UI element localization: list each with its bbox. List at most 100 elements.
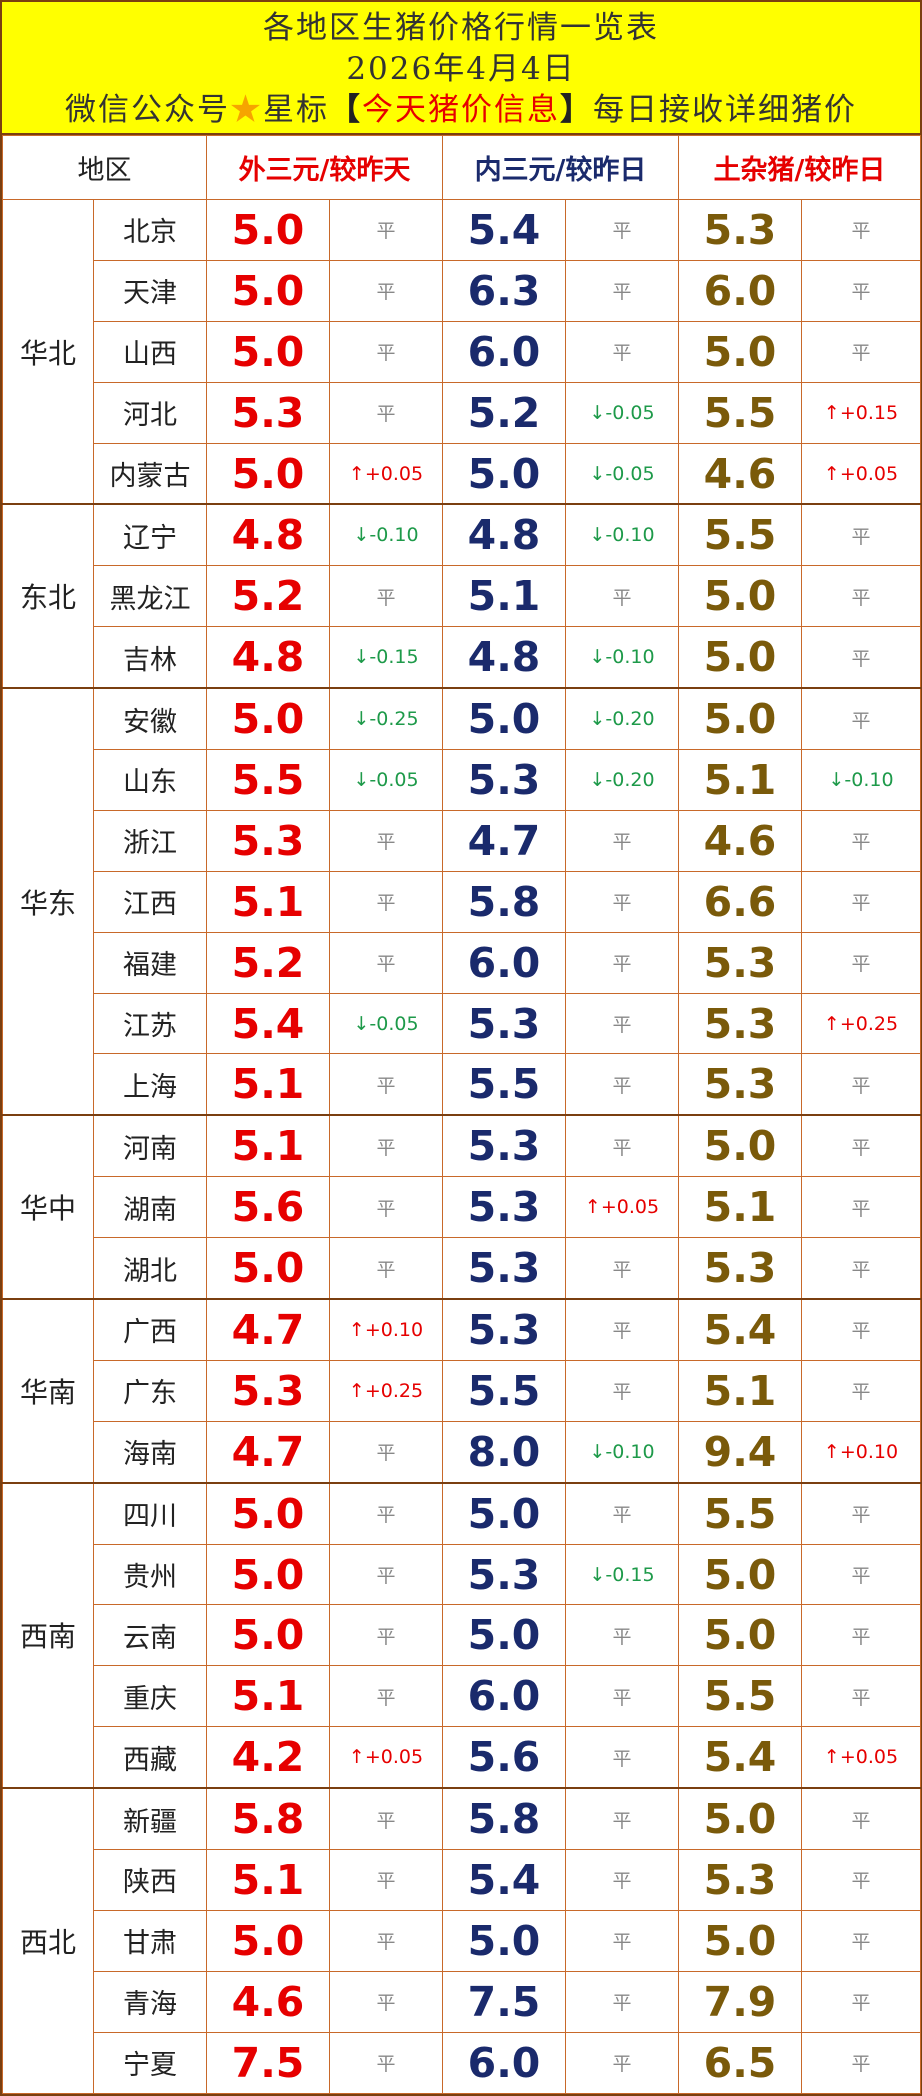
outer-price-cell: 5.0	[206, 1237, 330, 1300]
outer-price-cell: 5.3	[206, 809, 330, 872]
inner-change-cell: 平	[565, 1481, 679, 1545]
table-row: 内蒙古 5.0 ↑+0.05 5.0 ↓-0.05 4.6 ↑+0.05	[3, 442, 921, 505]
inner-price-cell: 5.1	[442, 565, 566, 628]
table-row: 西南 四川 5.0 平 5.0 平 5.5 平	[2, 1481, 921, 1789]
table-row: 宁夏 7.5 平 6.0 平 6.5 平	[3, 2031, 921, 2094]
province-cell: 浙江	[93, 809, 207, 872]
province-cell: 广西	[93, 1298, 207, 1361]
inner-change-cell: 平	[565, 1665, 679, 1728]
local-price-cell: 5.3	[678, 1237, 802, 1300]
inner-change-cell: 平	[565, 1726, 679, 1789]
outer-price-cell: 4.2	[206, 1726, 330, 1789]
outer-price-cell: 5.5	[206, 749, 330, 811]
outer-price-cell: 5.0	[206, 259, 330, 322]
inner-price-cell: 5.5	[442, 1359, 566, 1422]
inner-price-cell: 8.0	[442, 1420, 566, 1484]
province-cell: 天津	[93, 259, 207, 322]
province-cell: 新疆	[93, 1787, 207, 1851]
inner-price-cell: 5.3	[442, 992, 566, 1055]
table-row: 浙江 5.3 平 4.7 平 4.6 平	[3, 809, 921, 872]
local-price-cell: 5.1	[678, 1359, 802, 1422]
inner-change-cell: 平	[565, 809, 679, 872]
table-row: 华南 广西 4.7 ↑+0.10 5.3 平 5.4 平	[2, 1298, 921, 1484]
public-account-name: 今天猪价信息	[362, 92, 560, 128]
outer-change-cell: 平	[329, 1420, 443, 1484]
local-change-cell: 平	[801, 1114, 921, 1178]
inner-price-cell: 6.0	[442, 2031, 566, 2094]
province-cell: 北京	[93, 199, 207, 261]
outer-price-cell: 5.4	[206, 992, 330, 1055]
inner-change-cell: 平	[565, 565, 679, 628]
region-group-cell: 华南	[2, 1298, 94, 1484]
table-row: 江西 5.1 平 5.8 平 6.6 平	[3, 870, 921, 933]
inner-price-cell: 5.2	[442, 381, 566, 444]
region-group-cell: 华北	[2, 199, 94, 505]
inner-price-cell: 5.0	[442, 1604, 566, 1667]
local-price-cell: 5.0	[678, 1787, 802, 1851]
local-change-cell: 平	[801, 1909, 921, 1972]
table-body: 华北 北京 5.0 平 5.4 平 5.3 平天津 5.0 平 6.3 平 6.0 平山西 5.0 平 6.0 平…	[2, 199, 921, 2094]
inner-change-cell: ↓-0.05	[565, 381, 679, 444]
table-row: 西北 新疆 5.8 平 5.8 平 5.0 平	[2, 1787, 921, 2094]
local-price-cell: 5.0	[678, 565, 802, 628]
inner-price-cell: 5.6	[442, 1726, 566, 1789]
province-cell: 云南	[93, 1604, 207, 1667]
local-change-cell: 平	[801, 2031, 921, 2094]
column-header-outer: 外三元/较昨天	[206, 135, 443, 200]
local-change-cell: ↑+0.15	[801, 381, 921, 444]
local-change-cell: 平	[801, 1176, 921, 1239]
local-price-cell: 5.3	[678, 1849, 802, 1911]
star-icon: ★	[230, 92, 263, 128]
table-row: 上海 5.1 平 5.5 平 5.3 平	[3, 1053, 921, 1116]
table-row: 江苏 5.4 ↓-0.05 5.3 平 5.3 ↑+0.25	[3, 992, 921, 1055]
local-change-cell: 平	[801, 931, 921, 994]
region-group-cell: 西南	[2, 1481, 94, 1789]
outer-change-cell: 平	[329, 1970, 443, 2033]
province-cell: 贵州	[93, 1543, 207, 1606]
table-row: 贵州 5.0 平 5.3 ↓-0.15 5.0 平	[3, 1543, 921, 1606]
local-change-cell: 平	[801, 1237, 921, 1300]
inner-price-cell: 5.5	[442, 1053, 566, 1116]
table-row: 黑龙江 5.2 平 5.1 平 5.0 平	[3, 565, 921, 628]
local-price-cell: 5.3	[678, 992, 802, 1055]
local-change-cell: 平	[801, 687, 921, 751]
inner-change-cell: ↓-0.15	[565, 1543, 679, 1606]
province-cell: 福建	[93, 931, 207, 994]
province-cell: 四川	[93, 1481, 207, 1545]
local-change-cell: ↑+0.10	[801, 1420, 921, 1484]
table-row: 华北 北京 5.0 平 5.4 平 5.3 平	[2, 199, 921, 505]
table-row: 山西 5.0 平 6.0 平 5.0 平	[3, 320, 921, 383]
outer-change-cell: 平	[329, 2031, 443, 2094]
province-cell: 山东	[93, 749, 207, 811]
outer-change-cell: 平	[329, 199, 443, 261]
inner-price-cell: 5.3	[442, 749, 566, 811]
outer-change-cell: 平	[329, 1481, 443, 1545]
column-header-region: 地区	[2, 135, 207, 200]
promo-line: 微信公众号★星标【今天猪价信息】每日接收详细猪价	[2, 90, 920, 131]
outer-change-cell: 平	[329, 320, 443, 383]
outer-price-cell: 5.2	[206, 931, 330, 994]
region-group-cell: 华中	[2, 1114, 94, 1300]
outer-change-cell: ↑+0.25	[329, 1359, 443, 1422]
local-change-cell: 平	[801, 870, 921, 933]
table-row: 甘肃 5.0 平 5.0 平 5.0 平	[3, 1909, 921, 1972]
local-change-cell: 平	[801, 1787, 921, 1851]
inner-price-cell: 7.5	[442, 1970, 566, 2033]
province-cell: 江西	[93, 870, 207, 933]
inner-price-cell: 5.3	[442, 1114, 566, 1178]
promo-text-post: 每日接收详细猪价	[593, 92, 857, 128]
local-change-cell: ↑+0.05	[801, 442, 921, 505]
province-cell: 辽宁	[93, 503, 207, 567]
table-row: 青海 4.6 平 7.5 平 7.9 平	[3, 1970, 921, 2033]
outer-price-cell: 5.0	[206, 320, 330, 383]
province-cell: 甘肃	[93, 1909, 207, 1972]
outer-price-cell: 7.5	[206, 2031, 330, 2094]
inner-change-cell: 平	[565, 1237, 679, 1300]
local-price-cell: 5.4	[678, 1298, 802, 1361]
inner-price-cell: 6.0	[442, 320, 566, 383]
inner-price-cell: 6.0	[442, 931, 566, 994]
outer-change-cell: ↓-0.25	[329, 687, 443, 751]
local-change-cell: 平	[801, 1970, 921, 2033]
local-change-cell: 平	[801, 1359, 921, 1422]
